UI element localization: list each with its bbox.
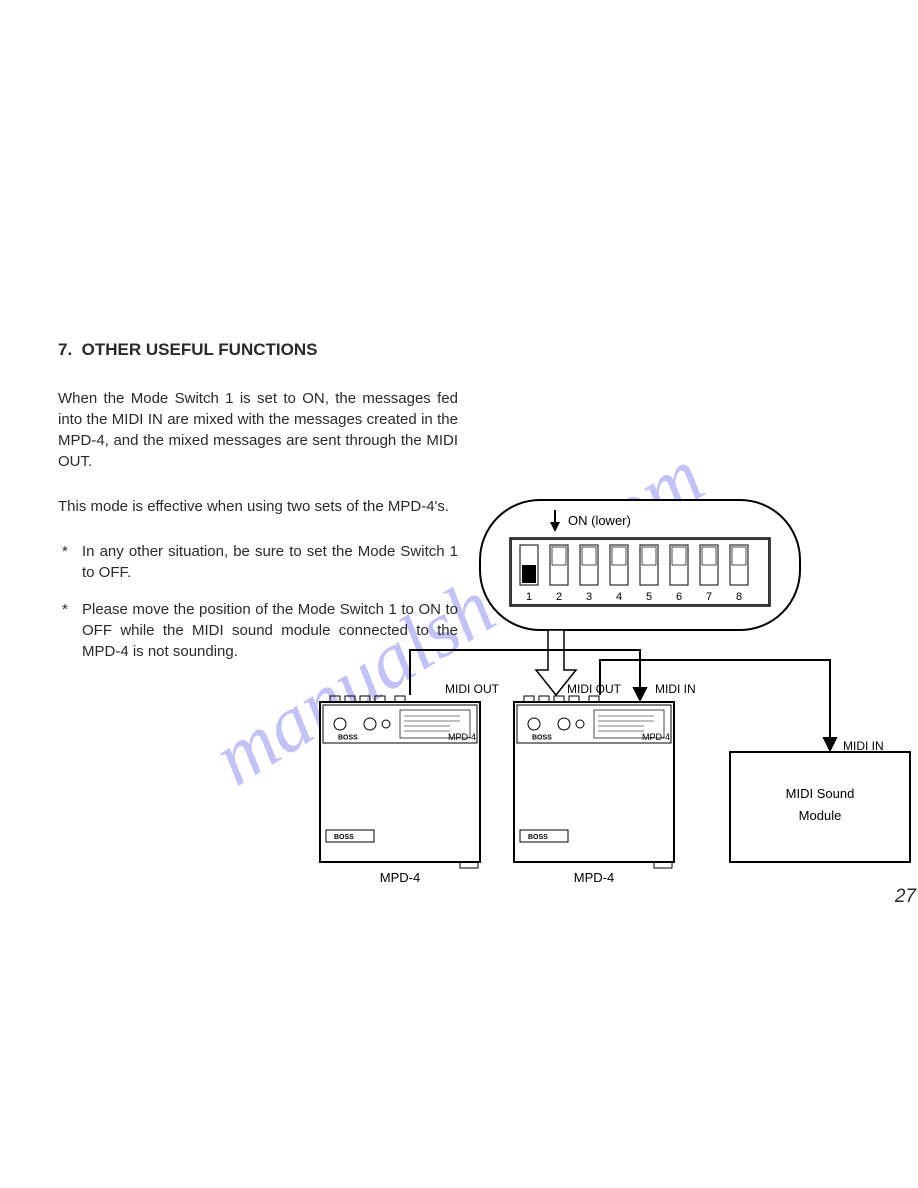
midi-out-left-label: MIDI OUT bbox=[445, 682, 500, 696]
svg-text:1: 1 bbox=[526, 591, 532, 603]
svg-text:5: 5 bbox=[646, 591, 652, 603]
paragraph-1: When the Mode Switch 1 is set to ON, the… bbox=[58, 388, 458, 472]
svg-text:Module: Module bbox=[799, 808, 842, 823]
svg-text:3: 3 bbox=[586, 591, 592, 603]
svg-text:MIDI Sound: MIDI Sound bbox=[786, 786, 855, 801]
switch-label-text: ON (lower) bbox=[568, 513, 631, 528]
midi-sound-module: MIDI Sound Module bbox=[730, 752, 910, 862]
svg-text:BOSS: BOSS bbox=[338, 735, 358, 742]
page-number: 27 bbox=[895, 886, 916, 908]
section-heading: 7. OTHER USEFUL FUNCTIONS bbox=[58, 340, 898, 360]
svg-text:2: 2 bbox=[556, 591, 562, 603]
svg-text:BOSS: BOSS bbox=[528, 834, 548, 841]
device-right: BOSS MPD-4 BOSS bbox=[514, 696, 674, 868]
midi-in-right-label: MIDI IN bbox=[655, 682, 696, 696]
svg-text:7: 7 bbox=[706, 591, 712, 603]
device-left: BOSS MPD-4 BOSS bbox=[320, 696, 480, 868]
connection-diagram: ON (lower) 1 2 3 4 5 6 7 8 MIDI OUT MIDI… bbox=[300, 490, 918, 890]
svg-text:BOSS: BOSS bbox=[532, 735, 552, 742]
svg-text:6: 6 bbox=[676, 591, 682, 603]
section-title-text: OTHER USEFUL FUNCTIONS bbox=[82, 340, 318, 359]
midi-out-right-label: MIDI OUT bbox=[567, 682, 622, 696]
svg-text:MPD-4: MPD-4 bbox=[642, 732, 670, 742]
section-number: 7. bbox=[58, 340, 72, 359]
caption-left: MPD-4 bbox=[380, 870, 420, 885]
svg-text:MPD-4: MPD-4 bbox=[448, 732, 476, 742]
caption-right: MPD-4 bbox=[574, 870, 614, 885]
svg-text:BOSS: BOSS bbox=[334, 834, 354, 841]
midi-in-module-label: MIDI IN bbox=[843, 739, 884, 753]
svg-text:8: 8 bbox=[736, 591, 742, 603]
svg-text:4: 4 bbox=[616, 591, 622, 603]
